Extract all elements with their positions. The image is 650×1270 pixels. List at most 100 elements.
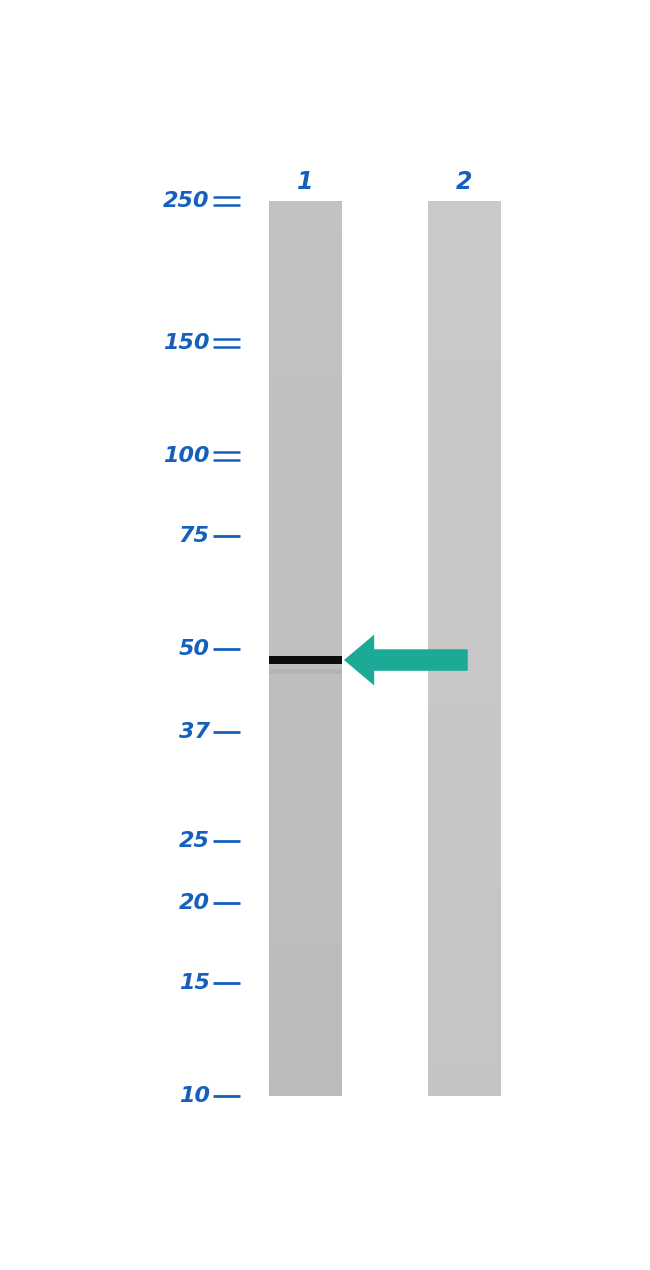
Bar	[269, 550, 342, 559]
Bar	[428, 1060, 501, 1069]
Bar	[269, 747, 342, 756]
Bar	[269, 211, 342, 220]
Bar	[269, 631, 342, 640]
Bar	[269, 282, 342, 291]
Bar	[269, 425, 342, 434]
Bar	[428, 1034, 501, 1043]
Bar	[428, 273, 501, 282]
Bar	[428, 353, 501, 362]
Text: 75: 75	[179, 526, 210, 546]
Bar	[269, 264, 342, 273]
Bar	[269, 577, 342, 585]
Bar	[269, 970, 342, 979]
Bar	[428, 944, 501, 952]
Bar	[428, 335, 501, 344]
Bar	[269, 782, 342, 792]
Bar	[269, 622, 342, 631]
Bar	[428, 399, 501, 408]
Bar	[269, 1025, 342, 1034]
Bar	[428, 855, 501, 864]
Bar	[269, 738, 342, 747]
Bar	[269, 380, 342, 389]
Bar	[269, 702, 342, 711]
Bar	[269, 1060, 342, 1069]
Bar	[269, 309, 342, 318]
Bar	[269, 773, 342, 782]
Bar	[269, 669, 342, 674]
Bar	[269, 792, 342, 801]
Bar	[269, 872, 342, 881]
Bar	[428, 291, 501, 300]
Bar	[428, 220, 501, 229]
Bar	[269, 408, 342, 417]
Bar	[428, 989, 501, 998]
Text: 2: 2	[456, 170, 473, 194]
Bar	[428, 559, 501, 568]
Bar	[428, 255, 501, 264]
Bar	[428, 765, 501, 773]
Bar	[269, 344, 342, 353]
Text: 25: 25	[179, 832, 210, 851]
Bar	[428, 1025, 501, 1034]
Bar	[269, 711, 342, 720]
Bar	[428, 577, 501, 585]
Bar	[428, 380, 501, 389]
Bar	[269, 819, 342, 828]
Bar	[269, 1078, 342, 1087]
Bar	[428, 470, 501, 479]
Bar	[269, 729, 342, 738]
Bar	[269, 998, 342, 1007]
Bar	[428, 229, 501, 237]
Bar	[269, 220, 342, 229]
Bar	[428, 881, 501, 890]
Text: 1: 1	[297, 170, 314, 194]
Bar	[269, 202, 342, 211]
Bar	[428, 443, 501, 452]
Bar	[269, 461, 342, 470]
Bar	[269, 1043, 342, 1052]
Bar	[269, 585, 342, 596]
Text: 37: 37	[179, 723, 210, 743]
Bar	[269, 568, 342, 577]
Bar	[428, 864, 501, 872]
Bar	[269, 452, 342, 461]
Text: 100: 100	[163, 446, 210, 466]
Bar	[428, 872, 501, 881]
Bar	[428, 282, 501, 291]
Bar	[428, 801, 501, 810]
Bar	[428, 631, 501, 640]
Bar	[269, 371, 342, 380]
Bar	[428, 622, 501, 631]
Bar	[269, 335, 342, 344]
Bar	[428, 389, 501, 399]
Bar	[269, 952, 342, 961]
Bar	[428, 640, 501, 649]
FancyArrow shape	[344, 635, 468, 686]
Bar	[428, 782, 501, 792]
Bar	[428, 926, 501, 935]
Bar	[428, 371, 501, 380]
Bar	[269, 291, 342, 300]
Bar	[269, 541, 342, 550]
Bar	[428, 676, 501, 685]
Bar	[428, 711, 501, 720]
Bar	[428, 1043, 501, 1052]
Bar	[428, 1052, 501, 1060]
Bar	[269, 326, 342, 335]
Bar	[428, 998, 501, 1007]
Bar	[428, 702, 501, 711]
Bar	[269, 488, 342, 497]
Bar	[428, 773, 501, 782]
Bar	[428, 649, 501, 658]
Bar	[428, 417, 501, 425]
Bar	[269, 801, 342, 810]
Bar	[269, 389, 342, 399]
Bar	[428, 596, 501, 605]
Bar	[269, 961, 342, 970]
Bar	[428, 756, 501, 765]
Bar	[269, 720, 342, 729]
Bar	[428, 344, 501, 353]
Bar	[428, 1069, 501, 1078]
Bar	[428, 747, 501, 756]
Bar	[269, 935, 342, 944]
